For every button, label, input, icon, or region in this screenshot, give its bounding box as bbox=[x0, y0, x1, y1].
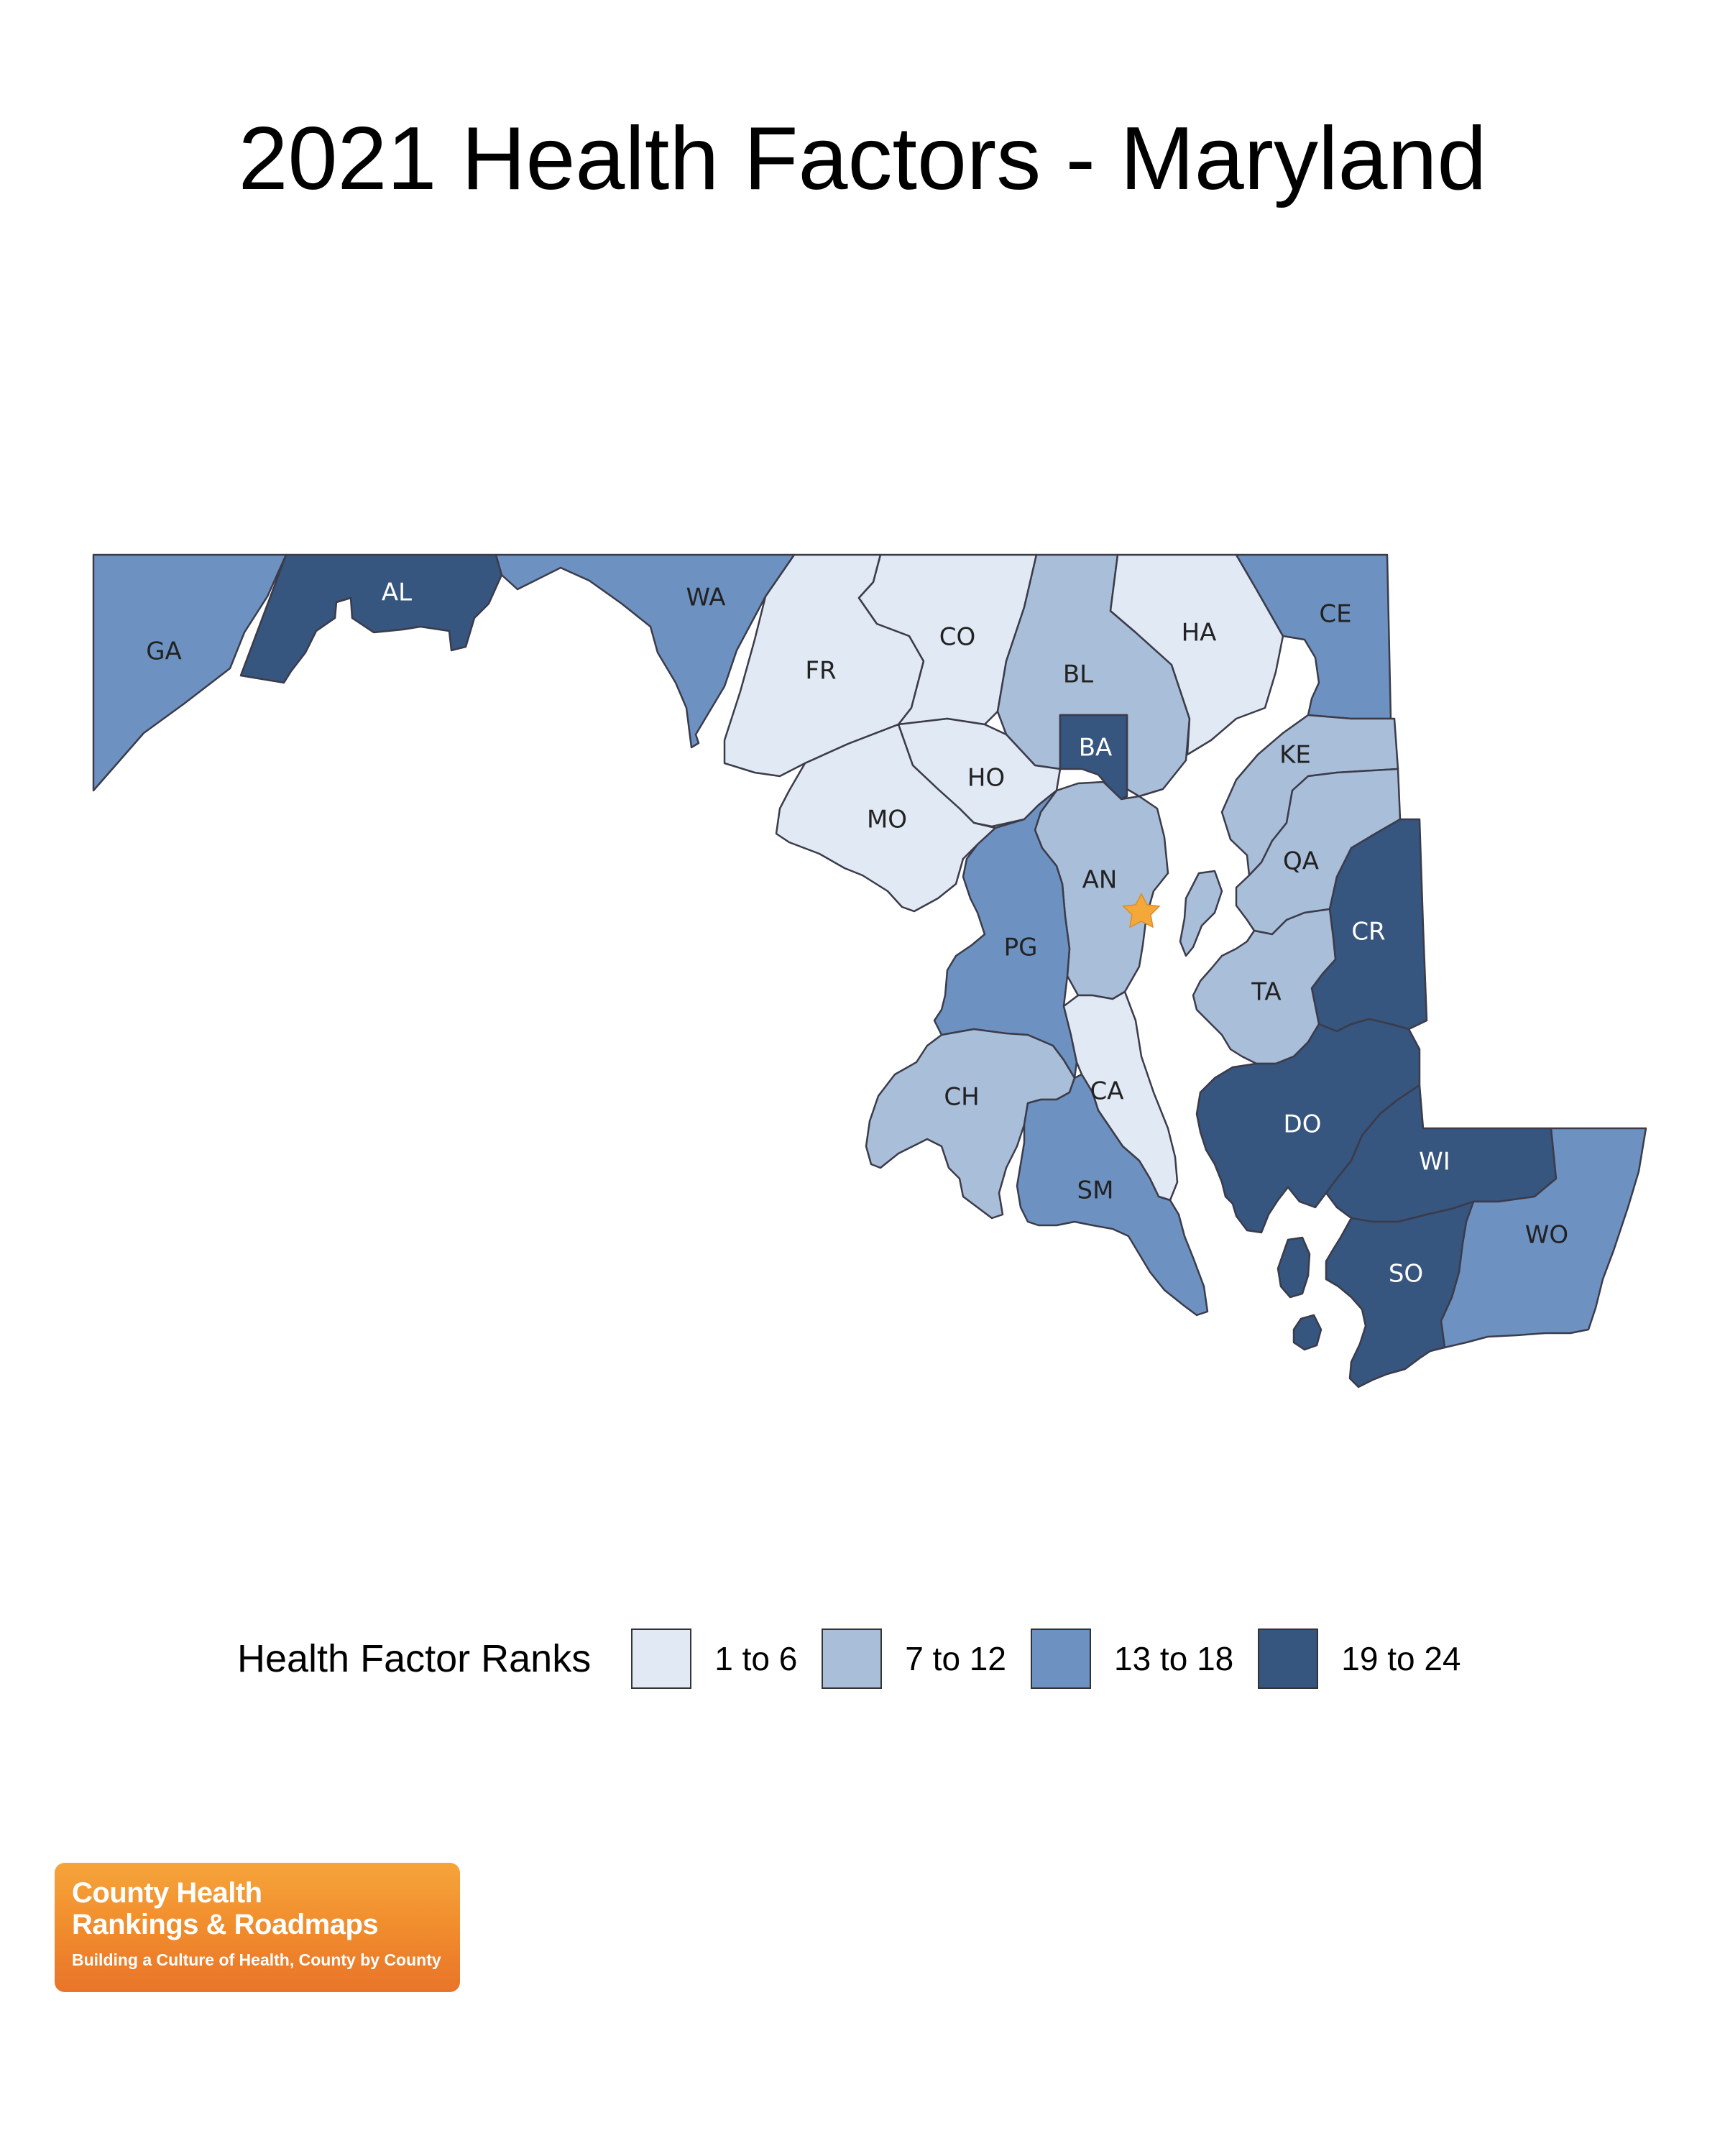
page-title: 2021 Health Factors - Maryland bbox=[238, 109, 1487, 208]
legend-item: 1 to 6 bbox=[631, 1628, 797, 1689]
county-mo[interactable] bbox=[775, 723, 997, 913]
county-label-qa: QA bbox=[1283, 847, 1319, 876]
county-ce[interactable] bbox=[1235, 553, 1392, 720]
county-label-cr: CR bbox=[1351, 918, 1385, 946]
county-label-ho: HO bbox=[967, 764, 1005, 793]
county-wa[interactable] bbox=[494, 553, 796, 749]
legend-swatch bbox=[1258, 1628, 1319, 1689]
county-label-bl: BL bbox=[1063, 660, 1093, 689]
legend-item: 7 to 12 bbox=[822, 1628, 1006, 1689]
county-label-wo: WO bbox=[1525, 1221, 1568, 1250]
county-label-ta: TA bbox=[1251, 978, 1281, 1007]
island-do-1 bbox=[1276, 1236, 1311, 1299]
capital-star-icon bbox=[1122, 893, 1161, 929]
legend-item: 13 to 18 bbox=[1030, 1628, 1234, 1689]
legend-label: 1 to 6 bbox=[714, 1640, 798, 1677]
legend-label: 7 to 12 bbox=[905, 1640, 1006, 1677]
county-label-co: CO bbox=[939, 623, 976, 652]
county-al[interactable] bbox=[239, 553, 503, 684]
island-qa-1 bbox=[1179, 870, 1223, 957]
county-sm[interactable] bbox=[1016, 1073, 1209, 1317]
legend-swatch bbox=[631, 1628, 692, 1689]
legend: Health Factor Ranks 1 to 6 7 to 12 13 to… bbox=[237, 1623, 1486, 1695]
county-label-ke: KE bbox=[1279, 741, 1311, 770]
county-ga[interactable] bbox=[92, 553, 288, 792]
county-label-do: DO bbox=[1284, 1110, 1322, 1139]
county-label-ce: CE bbox=[1319, 600, 1351, 629]
logo-tagline: Building a Culture of Health, County by … bbox=[72, 1950, 441, 1969]
county-label-ch: CH bbox=[944, 1083, 979, 1112]
county-label-ga: GA bbox=[146, 637, 182, 666]
county-so[interactable] bbox=[1325, 1200, 1475, 1388]
county-label-wi: WI bbox=[1419, 1148, 1450, 1176]
legend-swatch bbox=[1030, 1628, 1091, 1689]
county-label-wa: WA bbox=[686, 584, 725, 612]
legend-swatch bbox=[822, 1628, 883, 1689]
legend-label: 13 to 18 bbox=[1113, 1640, 1234, 1677]
county-label-fr: FR bbox=[805, 657, 836, 686]
county-wo[interactable] bbox=[1440, 1127, 1647, 1349]
county-label-sm: SM bbox=[1077, 1176, 1114, 1205]
county-label-so: SO bbox=[1389, 1260, 1423, 1289]
legend-label: 19 to 24 bbox=[1341, 1640, 1461, 1677]
logo-line2: Rankings & Roadmaps bbox=[72, 1909, 379, 1940]
county-label-ba: BA bbox=[1079, 734, 1113, 763]
county-label-pg: PG bbox=[1004, 934, 1038, 962]
legend-item: 19 to 24 bbox=[1258, 1628, 1461, 1689]
county-label-mo: MO bbox=[867, 806, 907, 834]
legend-title: Health Factor Ranks bbox=[237, 1637, 592, 1680]
county-do[interactable] bbox=[1195, 1018, 1421, 1234]
county-label-ha: HA bbox=[1182, 619, 1217, 648]
county-label-al: AL bbox=[382, 579, 412, 607]
logo-line1: County Health bbox=[72, 1877, 262, 1909]
county-ch[interactable] bbox=[865, 1028, 1076, 1220]
county-label-ca: CA bbox=[1090, 1077, 1124, 1106]
island-so-1 bbox=[1292, 1314, 1322, 1351]
county-label-an: AN bbox=[1082, 866, 1118, 895]
county-health-rankings-logo: County Health Rankings & Roadmaps Buildi… bbox=[55, 1863, 460, 1992]
